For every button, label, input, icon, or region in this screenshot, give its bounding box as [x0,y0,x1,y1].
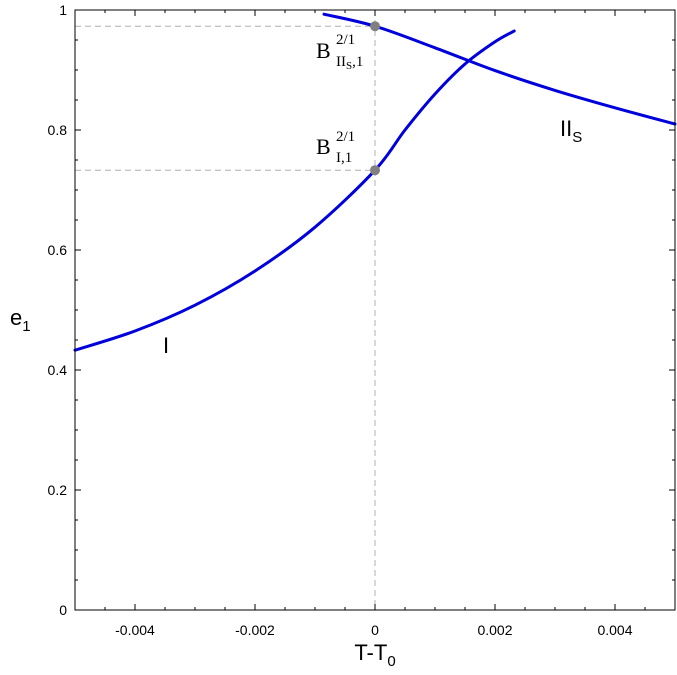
curve-label-iis-main: II [560,116,572,141]
point-label-b-iis-subsub: S [346,60,352,72]
y-axis-label-sub: 1 [22,318,30,335]
point-label-b-i-sup: 2/1 [336,129,355,145]
point-label-b-i-sub: I,1 [336,150,352,166]
point-label-b-iis-subtail: ,1 [352,54,363,70]
y-axis-label-main: e [10,305,22,330]
x-axis-label-sub: 0 [387,653,395,670]
point-label-b-iis-sup: 2/1 [336,32,355,48]
y-tick-label: 0.2 [48,482,68,498]
point-label-b-iis-main: B [316,38,331,63]
guide-lines [75,10,376,610]
x-tick-label: 0.002 [477,622,512,638]
y-tick-label: 1 [59,2,67,18]
curve-label-iis-sub: S [572,129,582,146]
marker-point-0 [370,21,380,32]
x-tick-label: 0.004 [597,622,632,638]
x-axis-label: T-T0 [354,640,395,670]
x-tick-label: -0.004 [115,622,155,638]
curve-label-iis: IIS [560,116,582,146]
x-tick-label: -0.002 [235,622,275,638]
marker-point-1 [370,165,380,176]
point-label-b-iis-sub-main: II [336,54,346,70]
curve-label-i: I [163,333,169,358]
axis-ticks: -0.004 -0.002 0 0.002 0.004 0 0.2 0.4 0.6 0.8 1 [48,2,675,638]
marker-points [370,21,380,176]
x-axis-label-main: T-T [354,640,387,665]
point-label-b-iis: B [316,38,331,63]
series-line-i [73,29,516,352]
y-tick-label: 0 [59,602,67,618]
point-label-b-iis-sub: IIS,1 [336,54,363,72]
y-axis-label: e1 [10,305,31,335]
y-tick-label: 0.6 [48,242,68,258]
y-tick-label: 0.4 [48,362,68,378]
point-label-b-i: B [316,134,331,159]
y-tick-label: 0.8 [48,122,68,138]
x-tick-label: 0 [371,622,379,638]
